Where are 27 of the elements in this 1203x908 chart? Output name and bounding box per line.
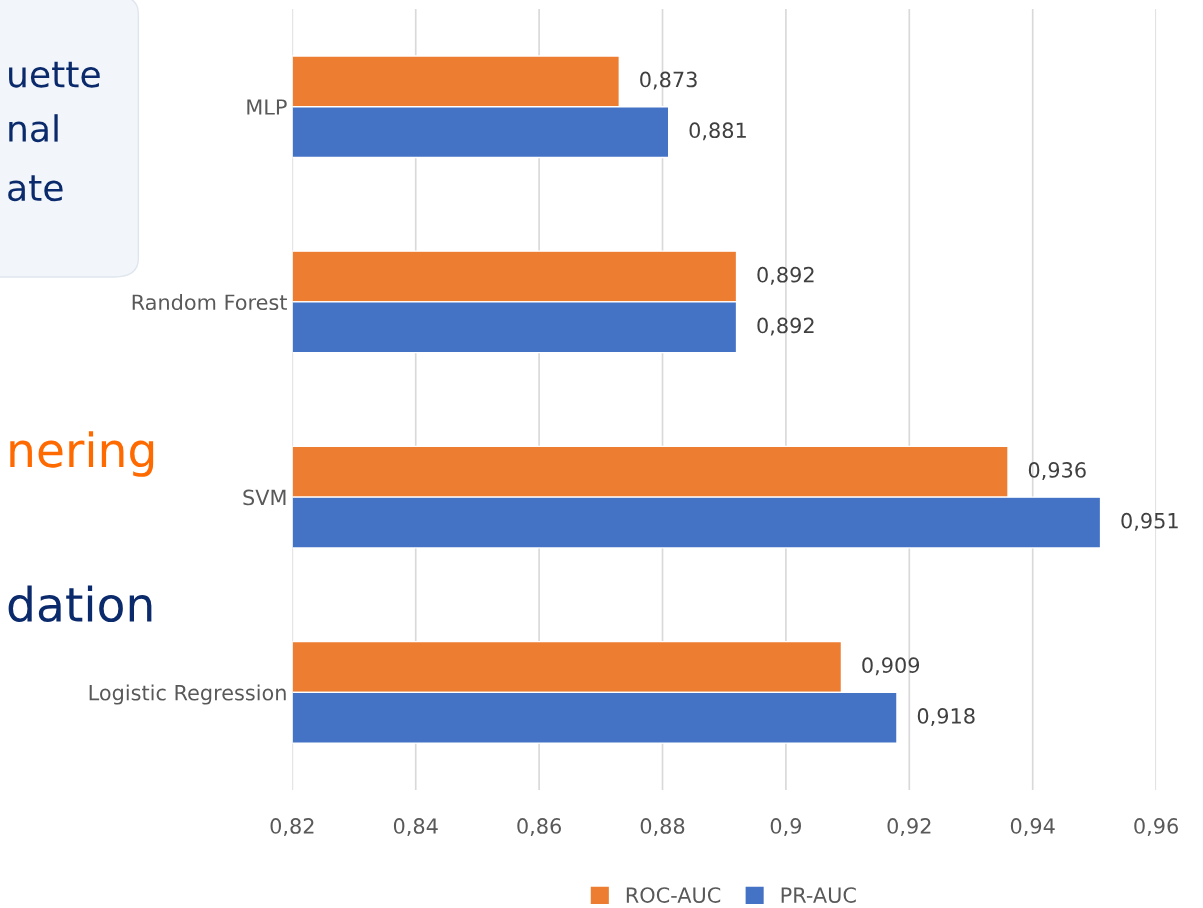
x-tick-label: 0,96 bbox=[1134, 818, 1178, 836]
x-tick-label: 0,84 bbox=[393, 818, 438, 836]
y-tick-label: SVM bbox=[243, 489, 286, 506]
text: ate bbox=[8, 175, 63, 202]
data-label: 0,936 bbox=[1028, 462, 1086, 480]
data-label: 0,909 bbox=[862, 657, 920, 676]
data-label: 0,892 bbox=[757, 317, 814, 336]
text: dation bbox=[8, 585, 152, 623]
text: nal bbox=[9, 114, 58, 143]
y-tick-label: Logistic Regression bbox=[89, 684, 286, 705]
x-tick-label: 0,94 bbox=[1010, 818, 1055, 836]
text: nering bbox=[10, 431, 154, 477]
data-label: 0,873 bbox=[640, 71, 697, 90]
data-label: 0,881 bbox=[689, 122, 746, 141]
data-label: 0,951 bbox=[1121, 512, 1178, 531]
y-tick-label: Random Forest bbox=[132, 293, 287, 311]
x-tick-label: 0,9 bbox=[770, 818, 801, 836]
legend-label: PR-AUC bbox=[781, 887, 856, 903]
x-tick-label: 0,92 bbox=[887, 818, 931, 836]
x-tick-label: 0,86 bbox=[517, 818, 561, 836]
data-label: 0,892 bbox=[757, 266, 814, 285]
text: uette bbox=[9, 61, 100, 88]
y-tick-label: MLP bbox=[247, 99, 287, 115]
data-label: 0,918 bbox=[917, 708, 975, 726]
x-tick-label: 0,88 bbox=[640, 818, 685, 836]
x-tick-label: 0,82 bbox=[270, 818, 314, 836]
legend-label: ROC-AUC bbox=[626, 887, 721, 903]
